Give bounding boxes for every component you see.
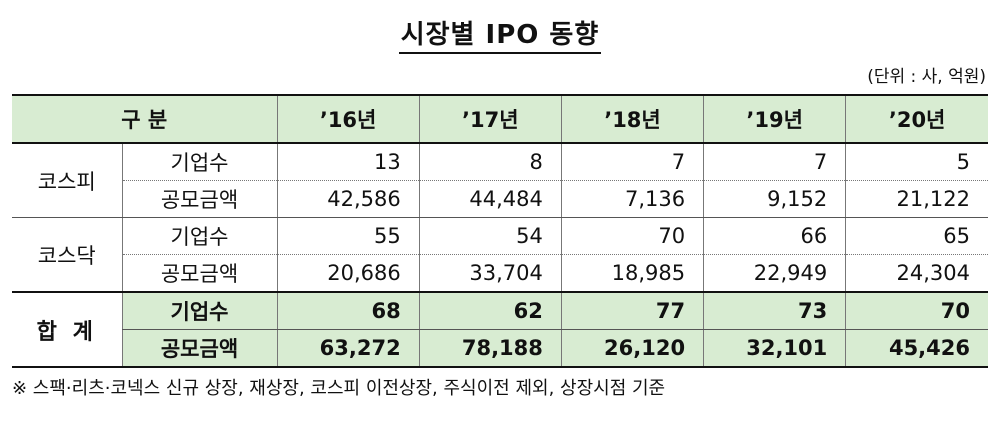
value-cell: 22,949 bbox=[703, 254, 846, 292]
value-cell: 66 bbox=[703, 217, 846, 255]
header-year: ’20년 bbox=[845, 94, 988, 144]
value-cell: 78,188 bbox=[418, 329, 562, 368]
header-year: ’19년 bbox=[703, 94, 846, 144]
value-cell: 24,304 bbox=[845, 254, 988, 292]
value-cell: 7,136 bbox=[560, 180, 704, 218]
row-item-label: 기업수 bbox=[121, 217, 278, 255]
table-row: 코스닥 기업수 55 54 70 66 65 bbox=[12, 217, 988, 293]
value-cell: 32,101 bbox=[703, 329, 846, 368]
value-cell: 70 bbox=[845, 292, 988, 330]
row-item-label: 기업수 bbox=[121, 292, 278, 330]
market-label-total: 합 계 bbox=[12, 292, 122, 368]
header-category: 구 분 bbox=[12, 94, 278, 144]
title-text: 시장별 IPO 동향 bbox=[398, 20, 602, 54]
table-row-total: 합 계 기업수 68 62 77 73 70 bbox=[12, 292, 988, 368]
header-year: ’16년 bbox=[276, 94, 420, 144]
ipo-table: 구 분 ’16년 ’17년 ’18년 ’19년 ’20년 코스피 기업수 13 … bbox=[12, 94, 988, 368]
value-cell: 73 bbox=[703, 292, 846, 330]
unit-note: (단위 : 사, 억원) bbox=[867, 67, 986, 87]
value-cell: 5 bbox=[845, 143, 988, 181]
value-cell: 55 bbox=[276, 217, 420, 255]
value-cell: 7 bbox=[560, 143, 704, 181]
value-cell: 65 bbox=[845, 217, 988, 255]
market-label-kosdaq: 코스닥 bbox=[12, 217, 122, 293]
value-cell: 13 bbox=[276, 143, 420, 181]
document-title: 시장별 IPO 동향 bbox=[0, 14, 1000, 54]
header-year: ’18년 bbox=[560, 94, 704, 144]
value-cell: 45,426 bbox=[845, 329, 988, 368]
value-cell: 63,272 bbox=[276, 329, 420, 368]
value-cell: 20,686 bbox=[276, 254, 420, 292]
row-item-label: 기업수 bbox=[121, 143, 278, 181]
value-cell: 42,586 bbox=[276, 180, 420, 218]
row-item-label: 공모금액 bbox=[121, 254, 278, 292]
header-year: ’17년 bbox=[418, 94, 562, 144]
value-cell: 54 bbox=[418, 217, 562, 255]
row-item-label: 공모금액 bbox=[121, 329, 278, 368]
value-cell: 62 bbox=[418, 292, 562, 330]
value-cell: 9,152 bbox=[703, 180, 846, 218]
footnote: ※ 스팩·리츠·코넥스 신규 상장, 재상장, 코스피 이전상장, 주식이전 제… bbox=[12, 378, 666, 399]
market-label-kospi: 코스피 bbox=[12, 143, 122, 218]
table-row: 공모금액 42,586 44,484 7,136 9,152 21,122 bbox=[12, 180, 988, 218]
table-row: 공모금액 20,686 33,704 18,985 22,949 24,304 bbox=[12, 254, 988, 292]
row-item-label: 공모금액 bbox=[121, 180, 278, 218]
value-cell: 7 bbox=[703, 143, 846, 181]
value-cell: 68 bbox=[276, 292, 420, 330]
value-cell: 33,704 bbox=[418, 254, 562, 292]
table-row: 코스피 기업수 13 8 7 7 5 bbox=[12, 143, 988, 218]
value-cell: 18,985 bbox=[560, 254, 704, 292]
value-cell: 8 bbox=[418, 143, 562, 181]
value-cell: 21,122 bbox=[845, 180, 988, 218]
value-cell: 70 bbox=[560, 217, 704, 255]
value-cell: 44,484 bbox=[418, 180, 562, 218]
table-row-total: 공모금액 63,272 78,188 26,120 32,101 45,426 bbox=[12, 329, 988, 368]
value-cell: 77 bbox=[560, 292, 704, 330]
value-cell: 26,120 bbox=[560, 329, 704, 368]
header-row: 구 분 ’16년 ’17년 ’18년 ’19년 ’20년 bbox=[12, 94, 988, 144]
